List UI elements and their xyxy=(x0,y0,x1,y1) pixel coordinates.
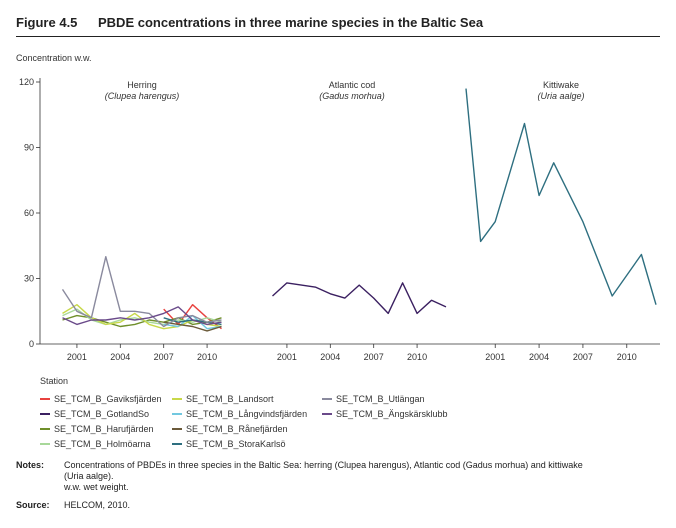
notes-line-2: (Uria aalge). xyxy=(64,471,114,481)
legend-swatch xyxy=(322,397,332,400)
legend-label: SE_TCM_B_StoraKarlsö xyxy=(186,438,286,449)
legend-item: SE_TCM_B_Ängskärsklubb xyxy=(322,407,472,420)
series-line-SE_TCM_B_Rånefjärden xyxy=(163,321,222,332)
x-tick-label: 2001 xyxy=(277,352,297,362)
panel-title: Kittiwake xyxy=(543,80,579,90)
legend-label: SE_TCM_B_Holmöarna xyxy=(54,438,151,449)
figure-header: Figure 4.5 PBDE concentrations in three … xyxy=(16,8,660,37)
legend-swatch xyxy=(172,442,182,445)
series-layer xyxy=(61,88,657,332)
y-tick-label: 120 xyxy=(19,77,34,87)
series-line-SE_TCM_B_Utlängan xyxy=(61,256,222,328)
legend-item: SE_TCM_B_StoraKarlsö xyxy=(172,437,322,450)
x-tick-label: 2007 xyxy=(573,352,593,362)
legend-label: SE_TCM_B_Rånefjärden xyxy=(186,423,288,434)
source-label: Source: xyxy=(16,500,50,510)
legend-swatch xyxy=(322,412,332,415)
x-tick-label: 2010 xyxy=(197,352,217,362)
legend-item: SE_TCM_B_GotlandSo xyxy=(40,407,172,420)
x-tick-label: 2010 xyxy=(617,352,637,362)
legend-grid: SE_TCM_B_Gaviksfjärden SE_TCM_B_Landsort S… xyxy=(40,392,472,450)
legend-swatch xyxy=(172,427,182,430)
notes: Notes: Concentrations of PBDEs in three … xyxy=(16,460,660,493)
series-line-SE_TCM_B_StoraKarlsö xyxy=(465,88,657,305)
x-tick-label: 2007 xyxy=(154,352,174,362)
notes-line-1: Concentrations of PBDEs in three species… xyxy=(64,460,583,470)
panel-titles: Herring(Clupea harengus) Atlantic cod(Gad… xyxy=(105,80,585,101)
figure-title: PBDE concentrations in three marine spec… xyxy=(98,15,484,30)
legend-label: SE_TCM_B_GotlandSo xyxy=(54,408,150,419)
source: Source: HELCOM, 2010. xyxy=(16,500,130,510)
notes-line-3: w.w. wet weight. xyxy=(64,482,129,492)
y-tick-label: 0 xyxy=(29,339,34,349)
series-line-SE_TCM_B_Ängskärsklubb xyxy=(62,306,222,326)
series-line-SE_TCM_B_Holmöarna xyxy=(62,308,222,326)
source-text: HELCOM, 2010. xyxy=(64,500,131,510)
y-tick-label: 90 xyxy=(24,143,34,153)
x-tick-label: 2001 xyxy=(67,352,87,362)
x-tick-label: 2001 xyxy=(485,352,505,362)
figure-number: Figure 4.5 xyxy=(16,15,78,30)
notes-label: Notes: xyxy=(16,460,45,470)
x-tick-label: 2010 xyxy=(407,352,427,362)
legend-item: SE_TCM_B_Harufjärden xyxy=(40,422,172,435)
legend-label: SE_TCM_B_Utlängan xyxy=(336,393,425,404)
panel-subtitle: (Clupea harengus) xyxy=(105,91,180,101)
y-axis-label: Concentration w.w. xyxy=(16,53,92,63)
legend-label: SE_TCM_B_Ängskärsklubb xyxy=(336,408,448,419)
x-tick-label: 2007 xyxy=(364,352,384,362)
y-tick-label: 30 xyxy=(24,274,34,284)
legend-item: SE_TCM_B_Långvindsfjärden xyxy=(172,407,322,420)
axes: 0 30 60 90 120 2001 2004 2007 2010 2001 2004 2007 20… xyxy=(19,77,660,362)
legend-swatch xyxy=(40,397,50,400)
series-line-SE_TCM_B_GotlandSo xyxy=(272,282,447,315)
legend-swatch xyxy=(40,412,50,415)
legend-label: SE_TCM_B_Gaviksfjärden xyxy=(54,393,162,404)
legend-swatch xyxy=(40,442,50,445)
legend: Station SE_TCM_B_Gaviksfjärden SE_TCM_B_L… xyxy=(40,376,472,450)
legend-title: Station xyxy=(40,376,69,386)
x-tick-label: 2004 xyxy=(320,352,340,362)
legend-label: SE_TCM_B_Harufjärden xyxy=(54,423,154,434)
legend-label: SE_TCM_B_Långvindsfjärden xyxy=(186,408,308,419)
panel-title: Herring xyxy=(127,80,157,90)
panel-title: Atlantic cod xyxy=(329,80,376,90)
legend-swatch xyxy=(172,412,182,415)
legend-item: SE_TCM_B_Holmöarna xyxy=(40,437,172,450)
legend-item: SE_TCM_B_Rånefjärden xyxy=(172,422,322,435)
x-tick-label: 2004 xyxy=(529,352,549,362)
legend-label: SE_TCM_B_Landsort xyxy=(186,393,274,404)
legend-swatch xyxy=(40,427,50,430)
legend-swatch xyxy=(172,397,182,400)
x-tick-label: 2004 xyxy=(110,352,130,362)
pbde-line-chart: Concentration w.w. 0 30 60 90 120 2001 2004 200… xyxy=(16,53,660,362)
legend-item: SE_TCM_B_Utlängan xyxy=(322,392,472,405)
legend-item: SE_TCM_B_Gaviksfjärden xyxy=(40,392,172,405)
y-tick-label: 60 xyxy=(24,208,34,218)
panel-subtitle: (Uria aalge) xyxy=(537,91,584,101)
panel-subtitle: (Gadus morhua) xyxy=(319,91,385,101)
legend-item: SE_TCM_B_Landsort xyxy=(172,392,322,405)
